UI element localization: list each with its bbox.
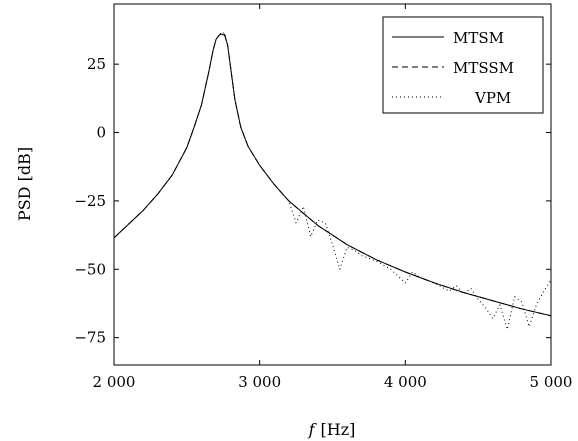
x-axis-label-unit: [Hz] bbox=[321, 420, 356, 439]
ticks-layer: 2 000 3 000 4 000 5 000 25 0 −25 −50 −75 bbox=[74, 4, 572, 391]
x-axis-label-var: f bbox=[308, 420, 318, 439]
legend-label-mtssm: MTSSM bbox=[453, 59, 514, 77]
x-tick-label: 5 000 bbox=[530, 373, 573, 391]
y-tick-label: −25 bbox=[74, 192, 106, 210]
y-tick-label: 25 bbox=[87, 55, 106, 73]
legend-label-mtsm: MTSM bbox=[453, 29, 504, 47]
x-axis-label: f [Hz] bbox=[308, 420, 356, 439]
series-line-mtsm bbox=[113, 33, 552, 317]
y-axis-label: PSD [dB] bbox=[15, 147, 34, 221]
y-tick-label: −50 bbox=[74, 260, 106, 278]
x-tick-label: 4 000 bbox=[384, 373, 427, 391]
y-tick-label: 0 bbox=[96, 124, 106, 142]
x-tick-label: 3 000 bbox=[238, 373, 281, 391]
legend-label-vpm: VPM bbox=[474, 89, 511, 107]
legend-box bbox=[382, 16, 544, 114]
plot-frame bbox=[113, 3, 552, 366]
y-tick-label: −75 bbox=[74, 329, 106, 347]
legend: MTSM MTSSM VPM bbox=[382, 16, 544, 114]
series-layer bbox=[113, 31, 552, 330]
x-tick-label: 2 000 bbox=[93, 373, 136, 391]
